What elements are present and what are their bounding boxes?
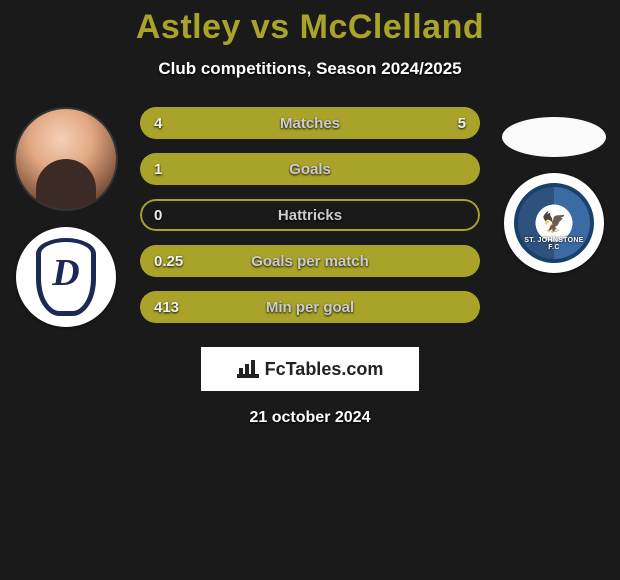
fctables-logo: FcTables.com [201,347,419,391]
stat-bar: Goals1 [140,153,480,185]
right-player-avatar [502,117,606,157]
left-player-column [6,107,126,327]
stat-bar: Matches45 [140,107,480,139]
page-title: Astley vs McClelland [0,0,620,47]
stjohnstone-crest-icon: 🦅 ST. JOHNSTONE F.C [514,183,594,263]
logo-text: FcTables.com [265,359,384,380]
stat-bar: Goals per match0.25 [140,245,480,277]
subtitle: Club competitions, Season 2024/2025 [0,59,620,79]
left-player-avatar [14,107,118,211]
bar-chart-icon [237,360,259,378]
comparison-region: 🦅 ST. JOHNSTONE F.C Matches45 Goals1 Hattr… [0,107,620,427]
stat-bar: Hattricks0 [140,199,480,231]
left-club-crest [16,227,116,327]
right-club-crest: 🦅 ST. JOHNSTONE F.C [504,173,604,273]
dundee-crest-icon [36,238,96,316]
right-player-column: 🦅 ST. JOHNSTONE F.C [494,107,614,273]
stat-bar: Min per goal413 [140,291,480,323]
stat-bars: Matches45 Goals1 Hattricks0 Goals per match… [140,107,480,323]
date-label: 21 october 2024 [0,409,620,427]
